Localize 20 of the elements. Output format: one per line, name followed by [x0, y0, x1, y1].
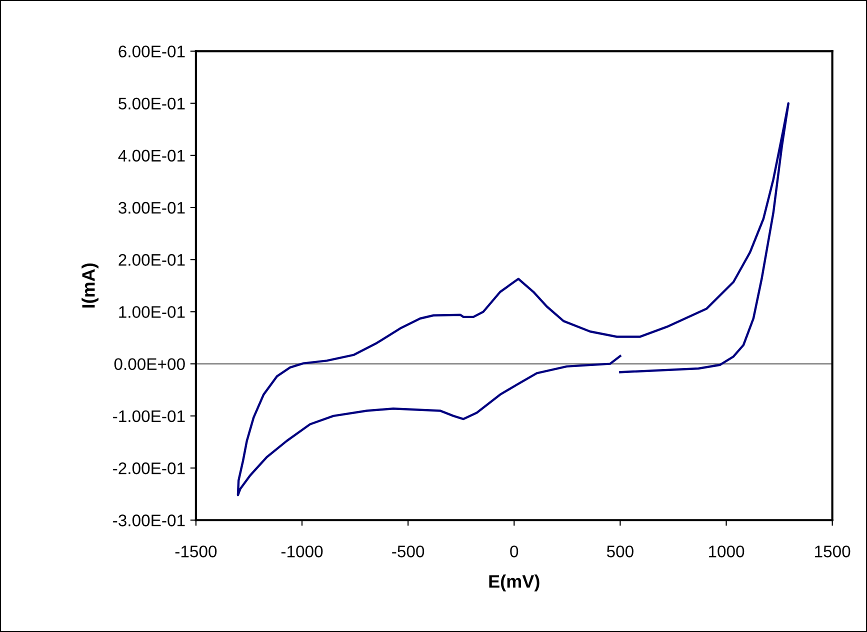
x-tick-label: -500 [392, 546, 424, 558]
x-tick-label: 1500 [815, 546, 850, 558]
y-tick-label: 2.00E-01 [118, 254, 185, 266]
y-tick-label: 6.00E-01 [118, 46, 185, 58]
y-tick-label: 1.00E-01 [119, 306, 185, 318]
x-tick-label: 1000 [708, 546, 744, 558]
y-tick-label: 5.00E-01 [118, 98, 185, 110]
x-tick-label: 500 [606, 546, 634, 558]
x-tick-label: -1500 [175, 546, 217, 558]
line-series [236, 102, 790, 496]
x-tick-label: -1000 [281, 546, 323, 558]
x-tick-label: 0 [510, 546, 518, 558]
y-tick-label: 3.00E-01 [118, 202, 185, 214]
y-axis-title: I(mA) [82, 263, 98, 308]
y-tick-label: 0.00E+00 [114, 358, 185, 370]
y-tick-label: 4.00E-01 [118, 150, 185, 162]
y-tick-label: -1.00E-01 [113, 410, 185, 422]
y-tick-label: -3.00E-01 [113, 514, 185, 526]
y-tick-label: -2.00E-01 [113, 462, 185, 474]
x-axis-title: E(mV) [489, 574, 540, 592]
